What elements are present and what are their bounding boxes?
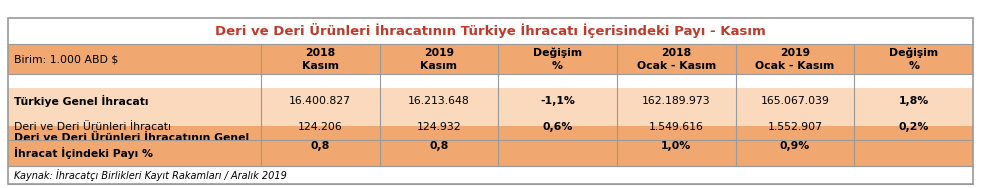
Text: Değişim: Değişim [889,48,938,58]
Text: 1,8%: 1,8% [899,96,929,106]
Bar [8,44,973,74]
Text: Deri ve Deri Ürünleri İhracatının Türkiye İhracatı İçerisindeki Payı - Kasım: Deri ve Deri Ürünleri İhracatının Türkiy… [215,24,766,39]
Text: 0,2%: 0,2% [899,122,929,132]
Text: Kaynak: İhracatçı Birlikleri Kayıt Rakamları / Aralık 2019: Kaynak: İhracatçı Birlikleri Kayıt Rakam… [14,169,286,181]
Text: 1.552.907: 1.552.907 [767,122,822,132]
Text: -1,1%: -1,1% [541,96,575,106]
Text: 2019: 2019 [780,48,810,58]
Text: 2019: 2019 [424,48,454,58]
Text: 0,8: 0,8 [311,141,330,151]
Text: Ocak - Kasım: Ocak - Kasım [637,61,716,71]
Bar [8,18,973,44]
Bar [8,114,973,140]
Text: Deri ve Deri Ürünleri İhracatı: Deri ve Deri Ürünleri İhracatı [14,122,171,132]
Text: 16.213.648: 16.213.648 [408,96,470,106]
Text: 165.067.039: 165.067.039 [760,96,829,106]
Text: 1.549.616: 1.549.616 [648,122,703,132]
Text: Ocak - Kasım: Ocak - Kasım [755,61,835,71]
Text: Deri ve Deri Ürünleri İhracatının Genel
İhracat İçindeki Payı %: Deri ve Deri Ürünleri İhracatının Genel … [14,133,249,159]
Text: 0,9%: 0,9% [780,141,810,151]
Bar [8,166,973,184]
Text: 2018: 2018 [305,48,336,58]
Text: 0,6%: 0,6% [542,122,573,132]
Text: Kasım: Kasım [421,61,457,71]
Bar [8,88,973,114]
Text: Birim: 1.000 ABD $: Birim: 1.000 ABD $ [14,54,119,64]
Text: 124.932: 124.932 [417,122,461,132]
Bar [8,126,973,166]
Text: Kasım: Kasım [302,61,338,71]
Text: 1,0%: 1,0% [661,141,692,151]
Bar [8,18,973,184]
Text: Türkiye Genel İhracatı: Türkiye Genel İhracatı [14,95,148,107]
Text: 2018: 2018 [661,48,692,58]
Text: %: % [552,61,563,71]
Text: 162.189.973: 162.189.973 [642,96,710,106]
Text: 0,8: 0,8 [430,141,448,151]
Text: 124.206: 124.206 [298,122,342,132]
Text: Değişim: Değişim [533,48,582,58]
Text: 16.400.827: 16.400.827 [289,96,351,106]
Text: %: % [908,61,919,71]
